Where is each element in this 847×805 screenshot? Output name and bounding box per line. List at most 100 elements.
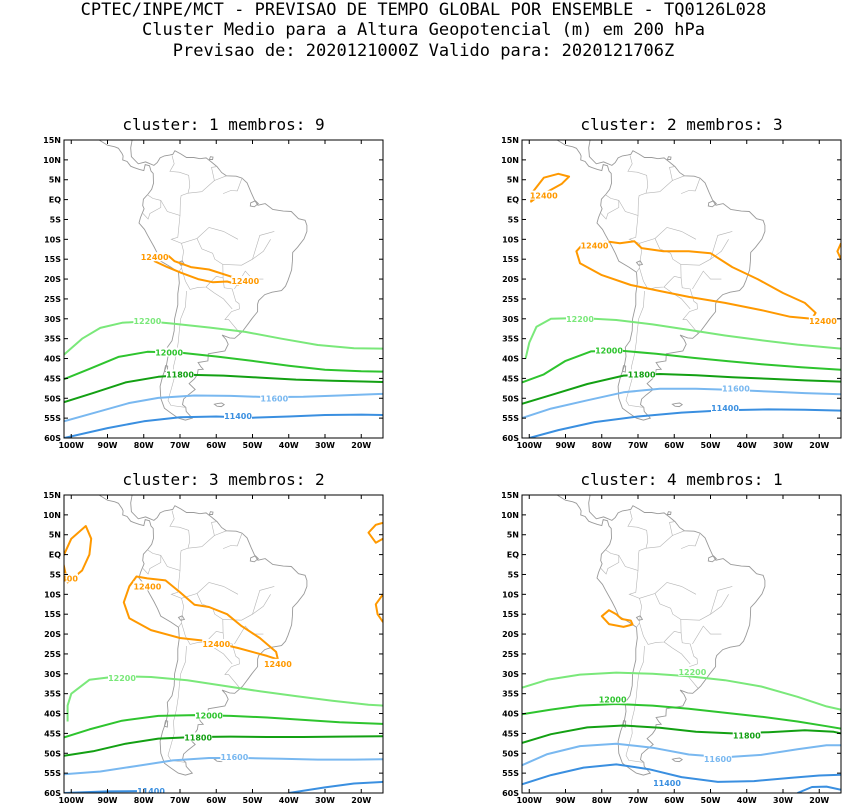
lat-tick-label: 35S: [44, 335, 61, 344]
plot-frame: [521, 139, 842, 439]
island-outline: [707, 200, 717, 208]
country-border: [654, 582, 697, 595]
contour-label: 11800: [628, 370, 656, 379]
map-panel-cluster-1: cluster: 1 membros: 9 12400 12400 12200 1200…: [0, 110, 389, 450]
island-outline: [666, 156, 672, 160]
country-border: [663, 641, 691, 665]
contour-line: [522, 349, 841, 384]
lat-tick-label: 25S: [44, 295, 61, 304]
contour-label: 11600: [220, 753, 248, 762]
country-border: [627, 510, 649, 571]
contour-line: [797, 785, 841, 793]
lon-tick-label: 100W: [516, 796, 542, 805]
plot-frame: [521, 494, 842, 794]
contour-line: [524, 317, 841, 359]
coastline: [98, 495, 308, 776]
contour-label-bg: [224, 411, 252, 421]
lat-tick-label: 20S: [502, 630, 519, 639]
island-outline: [177, 615, 186, 621]
country-border: [625, 645, 645, 763]
contour-label-bg: [64, 573, 78, 583]
contour-label: 12400: [581, 241, 609, 250]
lon-tick-label: 90W: [556, 441, 576, 450]
lat-tick-label: 45S: [44, 374, 61, 383]
contour-line: [522, 763, 841, 786]
country-border: [205, 286, 233, 310]
lat-tick-label: 5S: [50, 215, 62, 224]
coastline: [98, 140, 308, 421]
contour-label-bg: [566, 313, 594, 323]
country-border: [625, 290, 645, 408]
country-border: [181, 267, 224, 290]
lat-tick-label: EQ: [49, 196, 61, 205]
contour-label: 12400: [264, 660, 292, 669]
contour-label: 12000: [595, 347, 623, 356]
lon-tick-label: 40W: [279, 441, 299, 450]
panel-title: cluster: 3 membros: 2: [122, 470, 324, 489]
lat-tick-label: EQ: [49, 551, 61, 560]
country-border: [692, 270, 722, 290]
contour-label-bg: [598, 694, 627, 704]
country-border: [627, 155, 649, 216]
lon-tick-label: 80W: [134, 441, 154, 450]
lon-tick-label: 80W: [592, 796, 612, 805]
lat-tick-label: 55S: [44, 769, 61, 778]
country-border: [672, 175, 685, 181]
contour-line: [522, 724, 841, 744]
coastline: [556, 495, 766, 776]
lat-tick-label: 55S: [502, 769, 519, 778]
lon-tick-label: 30W: [315, 441, 335, 450]
panel-title: cluster: 2 membros: 3: [580, 115, 782, 134]
lat-tick-label: 15N: [501, 491, 519, 500]
country-border: [645, 166, 676, 194]
lon-tick-label: 70W: [628, 796, 648, 805]
country-border: [710, 586, 733, 615]
lat-tick-label: 15S: [44, 610, 61, 619]
contour-label-bg: [580, 240, 609, 250]
lat-tick-label: 30S: [502, 670, 519, 679]
contour-label: 11600: [722, 384, 750, 393]
contour-line: [64, 735, 383, 757]
contour-label-bg: [263, 658, 292, 668]
contour-line: [66, 675, 383, 722]
lat-tick-label: 20S: [502, 275, 519, 284]
header-title-line-1: CPTEC/INPE/MCT - PREVISAO DE TEMPO GLOBA…: [80, 0, 767, 20]
country-border: [252, 586, 275, 615]
lat-tick-label: 45S: [502, 374, 519, 383]
country-border: [672, 530, 685, 536]
country-border: [169, 155, 191, 216]
country-border: [222, 177, 243, 194]
lat-tick-label: 10S: [502, 590, 519, 599]
lon-tick-label: 40W: [737, 796, 757, 805]
lon-tick-label: 60W: [206, 796, 226, 805]
country-border: [600, 194, 620, 220]
contour-label: 12400: [530, 192, 558, 201]
contour-line: [575, 240, 817, 320]
contour-line: [367, 521, 383, 544]
contour-label: 11800: [184, 733, 212, 742]
country-border: [645, 521, 676, 549]
lat-tick-label: 40S: [502, 355, 519, 364]
island-outline: [635, 260, 644, 266]
lon-tick-label: 50W: [243, 796, 263, 805]
contour-label: 12400: [141, 253, 169, 262]
lat-tick-label: 5N: [49, 176, 61, 185]
country-border: [167, 290, 187, 408]
lon-tick-label: 70W: [170, 441, 190, 450]
lat-tick-label: 10N: [501, 156, 519, 165]
lat-tick-label: 10N: [501, 511, 519, 520]
contour-line: [522, 742, 841, 767]
contour-label-bg: [529, 190, 558, 200]
contour-label: 11400: [653, 779, 681, 788]
contour-label: 12200: [678, 668, 706, 677]
lon-tick-label: 70W: [628, 441, 648, 450]
contour-label-bg: [202, 639, 231, 648]
contour-label: 11600: [260, 394, 288, 403]
contour-label: 12400: [202, 640, 230, 649]
contour-label-bg: [711, 403, 739, 413]
contour-label: 12000: [155, 349, 183, 358]
country-border: [680, 177, 701, 194]
contour-label: 11400: [224, 412, 252, 421]
map-panel-cluster-2: cluster: 2 membros: 3 12400 12400 12400 1220…: [458, 110, 847, 450]
lon-tick-label: 70W: [170, 796, 190, 805]
